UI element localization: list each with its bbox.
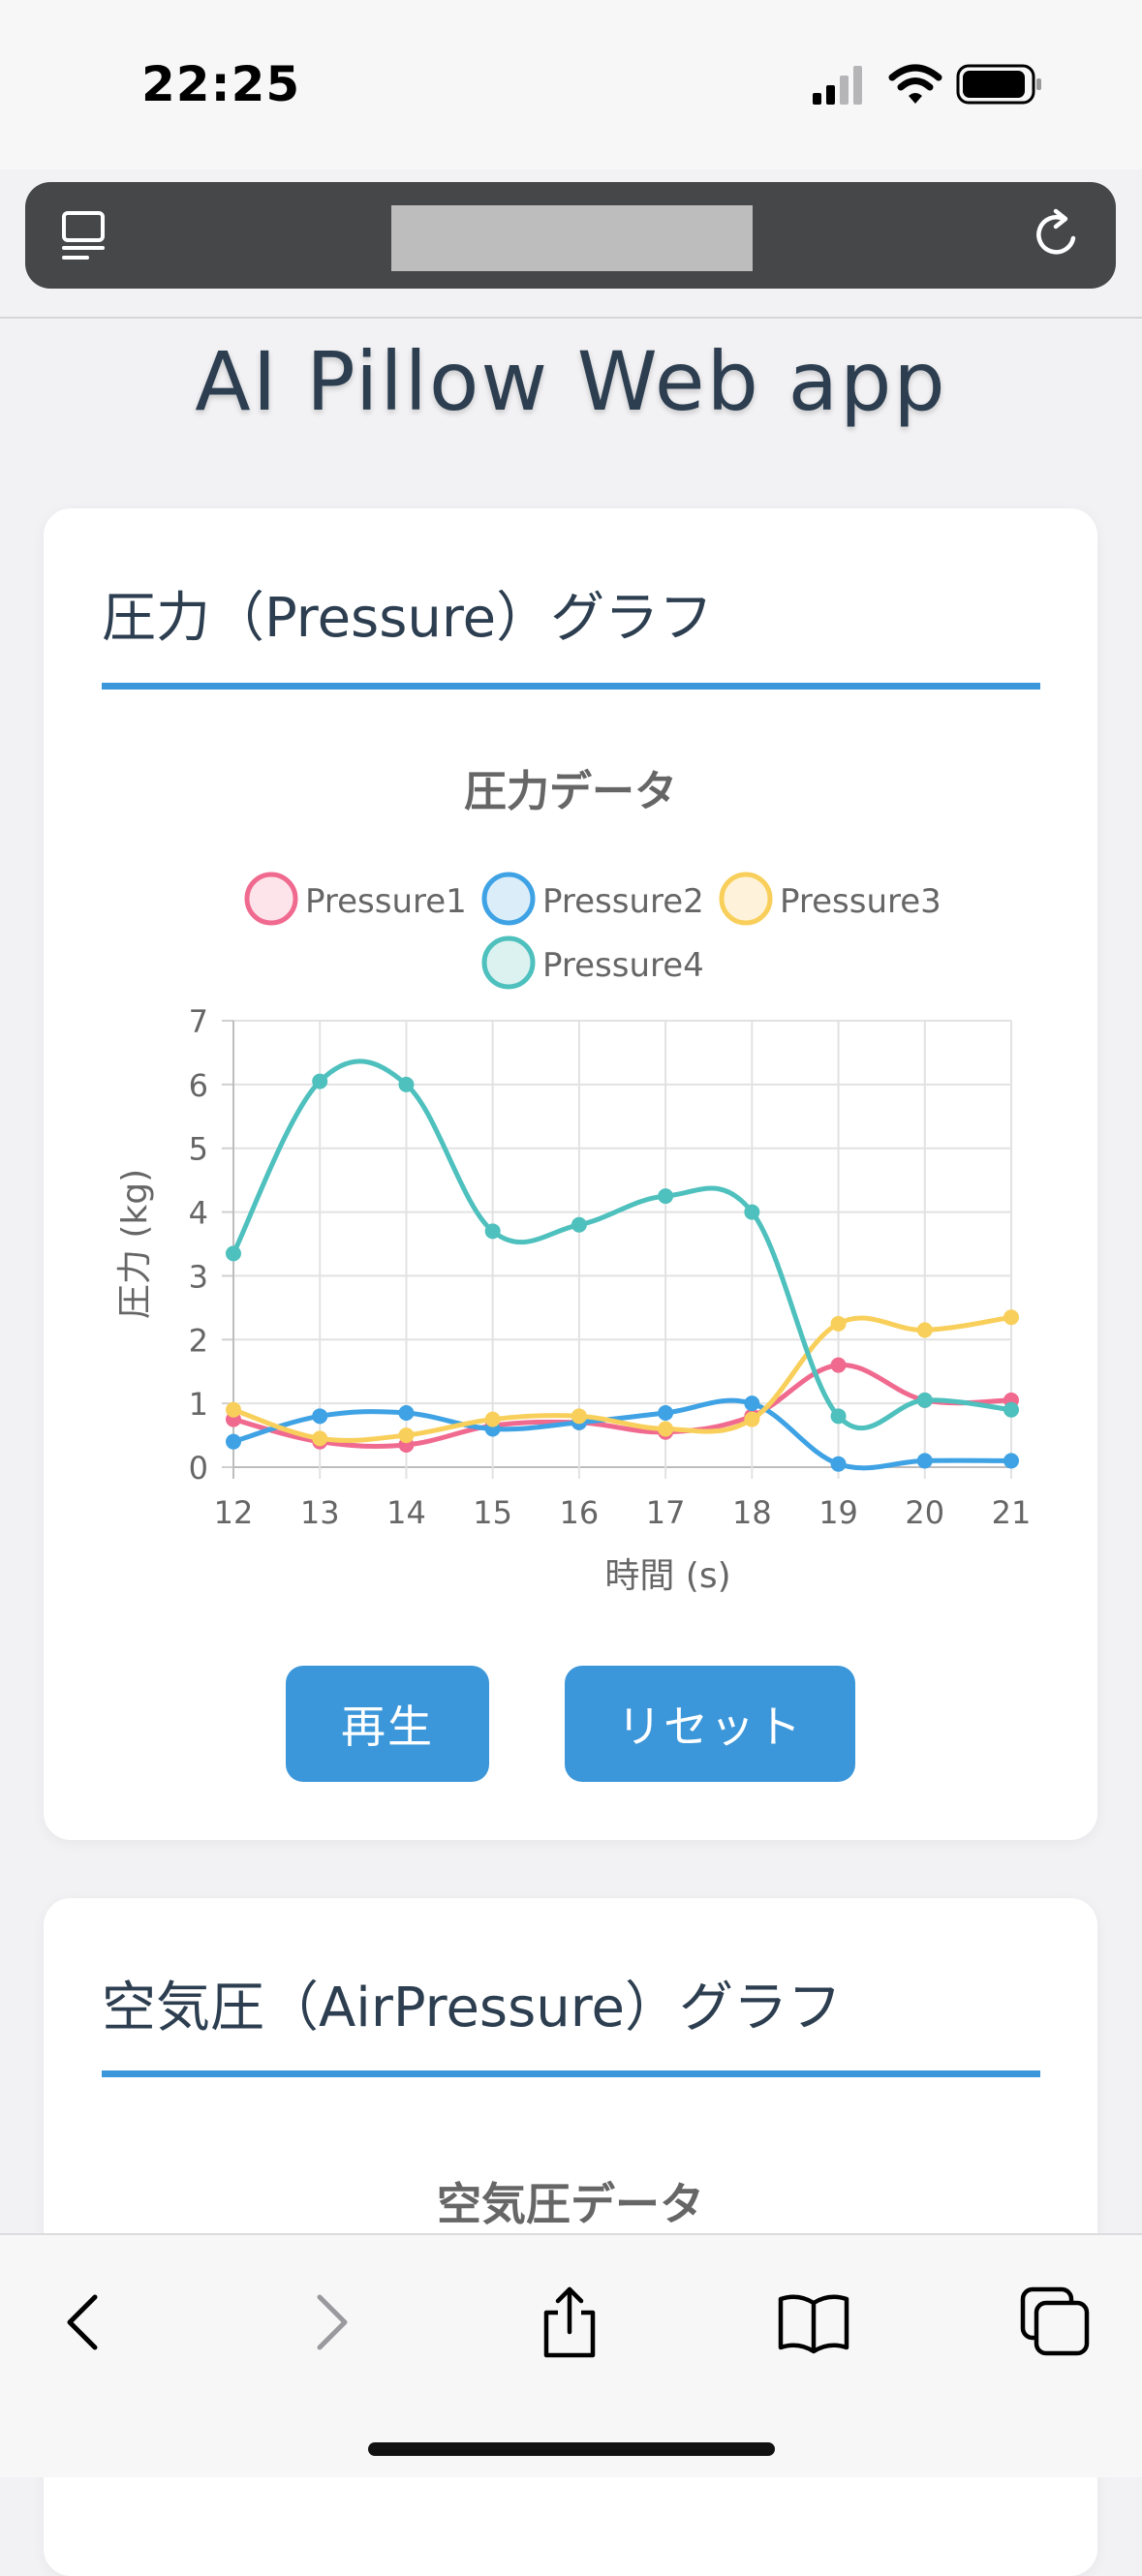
data-point-pressure2 (916, 1453, 933, 1469)
data-point-pressure2 (226, 1433, 241, 1450)
data-point-pressure2 (830, 1456, 847, 1472)
y-tick-label: 7 (189, 1003, 208, 1040)
data-point-pressure3 (830, 1315, 847, 1332)
data-point-pressure4 (312, 1073, 328, 1089)
data-point-pressure4 (658, 1188, 674, 1205)
y-tick-label: 5 (189, 1131, 208, 1168)
data-point-pressure2 (658, 1405, 674, 1422)
y-tick-label: 1 (189, 1386, 208, 1423)
reload-icon[interactable] (1029, 205, 1087, 263)
data-point-pressure4 (398, 1076, 415, 1092)
forward-icon[interactable] (291, 2284, 368, 2361)
data-point-pressure4 (744, 1204, 760, 1220)
legend-swatch-pressure3 (719, 872, 773, 926)
data-point-pressure2 (312, 1408, 328, 1425)
legend-label-pressure3: Pressure3 (780, 882, 941, 921)
series-line-pressure3 (232, 1314, 1012, 1443)
data-point-pressure4 (1003, 1401, 1019, 1418)
status-time: 22:25 (141, 56, 301, 112)
x-tick-label: 15 (473, 1494, 512, 1531)
data-point-pressure4 (571, 1216, 587, 1233)
legend-swatch-pressure2 (481, 872, 536, 926)
data-point-pressure3 (484, 1411, 501, 1427)
home-indicator (368, 2442, 775, 2456)
pressure-chart: 圧力データ Pressure1 Pressure2 Pressure3 Pressure… (115, 767, 1032, 1596)
chart-title: 圧力データ (464, 767, 677, 816)
cellular-signal-icon (813, 66, 862, 105)
data-point-pressure3 (658, 1421, 674, 1437)
legend-label-pressure4: Pressure4 (542, 946, 704, 985)
data-point-pressure2 (398, 1405, 415, 1422)
x-tick-label: 19 (818, 1494, 858, 1531)
data-point-pressure3 (398, 1427, 415, 1444)
x-tick-label: 18 (732, 1494, 772, 1531)
data-point-pressure3 (744, 1411, 760, 1427)
air-pressure-card-title: 空気圧（AirPressure）グラフ (102, 1977, 843, 2039)
legend-swatch-pressure1 (244, 872, 298, 926)
x-tick-label: 13 (300, 1494, 340, 1531)
pressure-card: 圧力（Pressure）グラフ 圧力データ Pressure1 Pressure2 P… (44, 508, 1097, 1840)
data-point-pressure4 (226, 1245, 241, 1262)
air-pressure-chart-title: 空気圧データ (437, 2178, 704, 2230)
data-point-pressure3 (1003, 1309, 1019, 1326)
browser-bottom-toolbar (0, 2233, 1142, 2477)
x-tick-label: 21 (992, 1494, 1032, 1531)
series-line-pressure2 (232, 1397, 1012, 1471)
x-tick-label: 20 (905, 1494, 944, 1531)
x-axis-label: 時間 (s) (604, 1556, 730, 1596)
data-point-pressure3 (916, 1322, 933, 1338)
play-button[interactable]: 再生 (286, 1666, 489, 1782)
data-point-pressure3 (312, 1430, 328, 1447)
battery-icon (956, 64, 1041, 105)
data-point-pressure1 (830, 1357, 847, 1373)
page-title: AI Pillow Web app (195, 334, 947, 429)
legend-swatch-pressure4 (481, 935, 536, 990)
series-line-pressure4 (231, 1058, 1012, 1431)
url-field[interactable] (391, 205, 753, 271)
data-point-pressure4 (916, 1392, 933, 1408)
data-point-pressure2 (1003, 1453, 1019, 1469)
status-icons (813, 64, 1041, 105)
reset-button[interactable]: リセット (565, 1666, 855, 1782)
data-point-pressure3 (571, 1408, 587, 1425)
y-tick-label: 0 (189, 1450, 208, 1487)
x-tick-label: 14 (386, 1494, 426, 1531)
y-tick-label: 3 (189, 1258, 208, 1295)
x-tick-label: 17 (646, 1494, 686, 1531)
x-tick-label: 16 (560, 1494, 600, 1531)
data-point-pressure4 (484, 1223, 501, 1240)
x-tick-label: 12 (214, 1494, 254, 1531)
legend-label-pressure2: Pressure2 (542, 882, 704, 921)
data-point-pressure3 (226, 1401, 241, 1418)
bookmarks-icon[interactable] (775, 2284, 852, 2361)
pressure-card-title: 圧力（Pressure）グラフ (102, 587, 714, 650)
y-tick-label: 4 (189, 1195, 208, 1232)
series-line-pressure1 (232, 1363, 1012, 1449)
toolbar-divider (0, 317, 1142, 319)
pressure-card-rule (102, 683, 1040, 690)
share-icon[interactable] (531, 2284, 608, 2361)
y-tick-label: 2 (189, 1322, 208, 1359)
data-point-pressure4 (830, 1408, 847, 1425)
tabs-icon[interactable] (58, 207, 116, 265)
data-point-pressure2 (744, 1395, 760, 1412)
air-pressure-card-rule (102, 2070, 1040, 2077)
tabs-overview-icon[interactable] (1017, 2284, 1095, 2361)
y-tick-label: 6 (189, 1067, 208, 1104)
back-icon[interactable] (46, 2284, 124, 2361)
browser-url-bar[interactable] (25, 182, 1116, 289)
y-axis-label: 圧力 (kg) (115, 1169, 155, 1319)
wifi-icon (888, 64, 942, 104)
status-bar: 22:25 (0, 0, 1142, 169)
legend-label-pressure1: Pressure1 (305, 882, 467, 921)
